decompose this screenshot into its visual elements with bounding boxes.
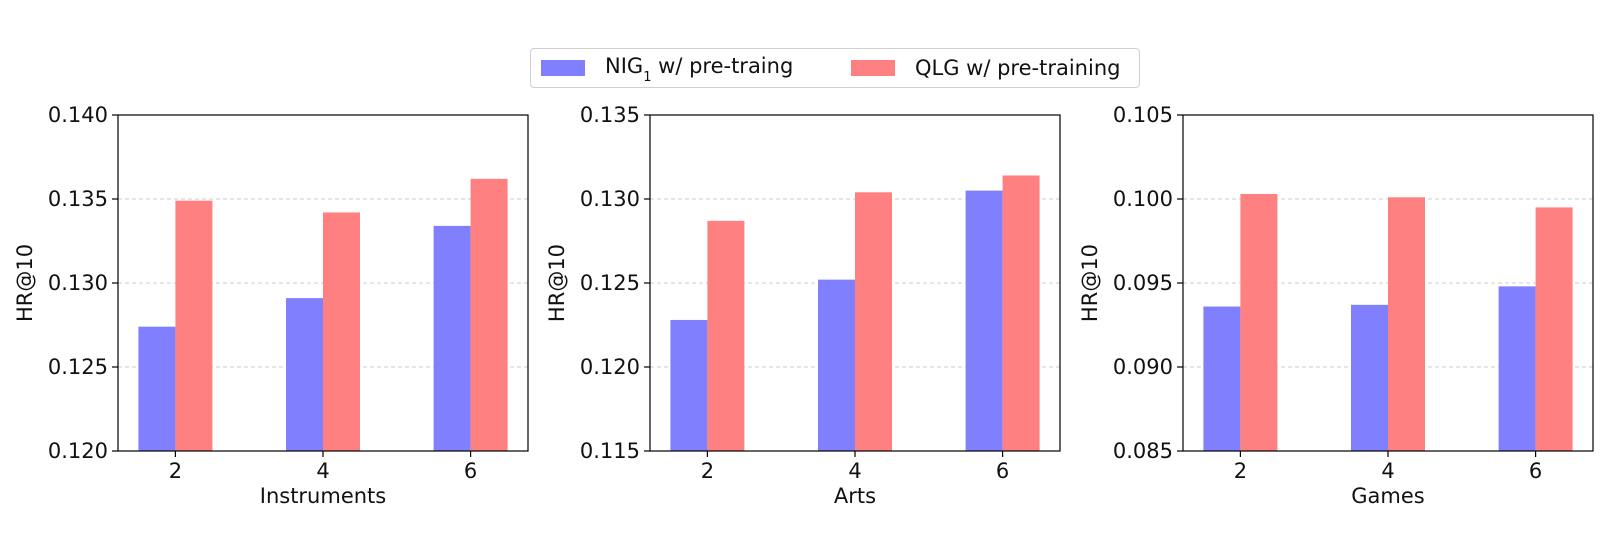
bar-nig-6	[965, 190, 1003, 451]
bar-qlg-4	[1388, 197, 1425, 451]
chart-panel-games: 0.085 0.090 0.095 0.100 0.105 2 4 6 Games HR@10	[1078, 103, 1594, 508]
y-tick-label: 0.130	[48, 271, 108, 295]
x-axis-label: Arts	[834, 484, 876, 508]
bar-qlg-4	[855, 192, 892, 451]
legend-item-qlg: QLG w/ pre-training	[851, 55, 1120, 81]
x-axis-label: Instruments	[260, 484, 386, 508]
bar-nig-2	[138, 326, 176, 451]
bar-qlg-2	[175, 200, 213, 451]
x-tick-label: 6	[996, 459, 1009, 483]
legend-swatch-nig	[541, 60, 585, 76]
legend-label-qlg: QLG w/ pre-training	[915, 56, 1121, 80]
legend-item-nig: NIG1 w/ pre-traing	[541, 53, 794, 86]
bar-nig-4	[1351, 304, 1388, 451]
bar-qlg-6	[1002, 175, 1040, 452]
x-tick-label: 4	[1381, 459, 1394, 483]
y-tick-label: 0.105	[1113, 103, 1173, 127]
x-tick-label: 2	[1234, 459, 1247, 483]
y-axis-label: HR@10	[13, 244, 37, 322]
y-tick-label: 0.135	[580, 103, 640, 127]
x-axis-label: Games	[1351, 484, 1424, 508]
bar-nig-6	[1498, 286, 1536, 451]
x-tick-label: 4	[848, 459, 861, 483]
y-axis-label: HR@10	[1078, 244, 1102, 322]
y-tick-label: 0.135	[48, 187, 108, 211]
legend-label-nig: NIG1 w/ pre-traing	[605, 53, 794, 86]
y-tick-label: 0.100	[1113, 187, 1173, 211]
bar-nig-2	[670, 319, 708, 451]
y-tick-label: 0.125	[580, 271, 640, 295]
y-tick-label: 0.125	[48, 355, 108, 379]
bar-qlg-6	[470, 178, 508, 451]
x-tick-label: 2	[701, 459, 714, 483]
y-tick-label: 0.095	[1113, 271, 1173, 295]
y-tick-label: 0.140	[48, 103, 108, 127]
bar-nig-4	[818, 279, 855, 451]
bar-nig-2	[1203, 306, 1241, 451]
chart-panel-instruments: 0.120 0.125 0.130 0.135 0.140 2 4 6 Instruments H…	[13, 103, 529, 508]
bar-qlg-4	[323, 212, 360, 451]
y-tick-label: 0.130	[580, 187, 640, 211]
y-tick-label: 0.090	[1113, 355, 1173, 379]
y-tick-label: 0.120	[48, 439, 108, 463]
x-tick-label: 4	[316, 459, 329, 483]
y-tick-label: 0.085	[1113, 439, 1173, 463]
bar-qlg-2	[707, 220, 745, 451]
chart-panel-arts: 0.115 0.120 0.125 0.130 0.135 2 4 6 Arts HR@10	[545, 103, 1061, 508]
y-axis-label: HR@10	[545, 244, 569, 322]
x-tick-label: 6	[464, 459, 477, 483]
y-tick-label: 0.115	[580, 439, 640, 463]
x-tick-label: 6	[1529, 459, 1542, 483]
chart-legend: NIG1 w/ pre-traing QLG w/ pre-training	[530, 48, 1140, 88]
bar-qlg-6	[1535, 207, 1573, 451]
bar-qlg-2	[1240, 193, 1278, 451]
bar-nig-4	[286, 298, 323, 451]
x-tick-label: 2	[169, 459, 182, 483]
bar-nig-6	[433, 225, 471, 451]
legend-swatch-qlg	[851, 60, 895, 76]
y-tick-label: 0.120	[580, 355, 640, 379]
